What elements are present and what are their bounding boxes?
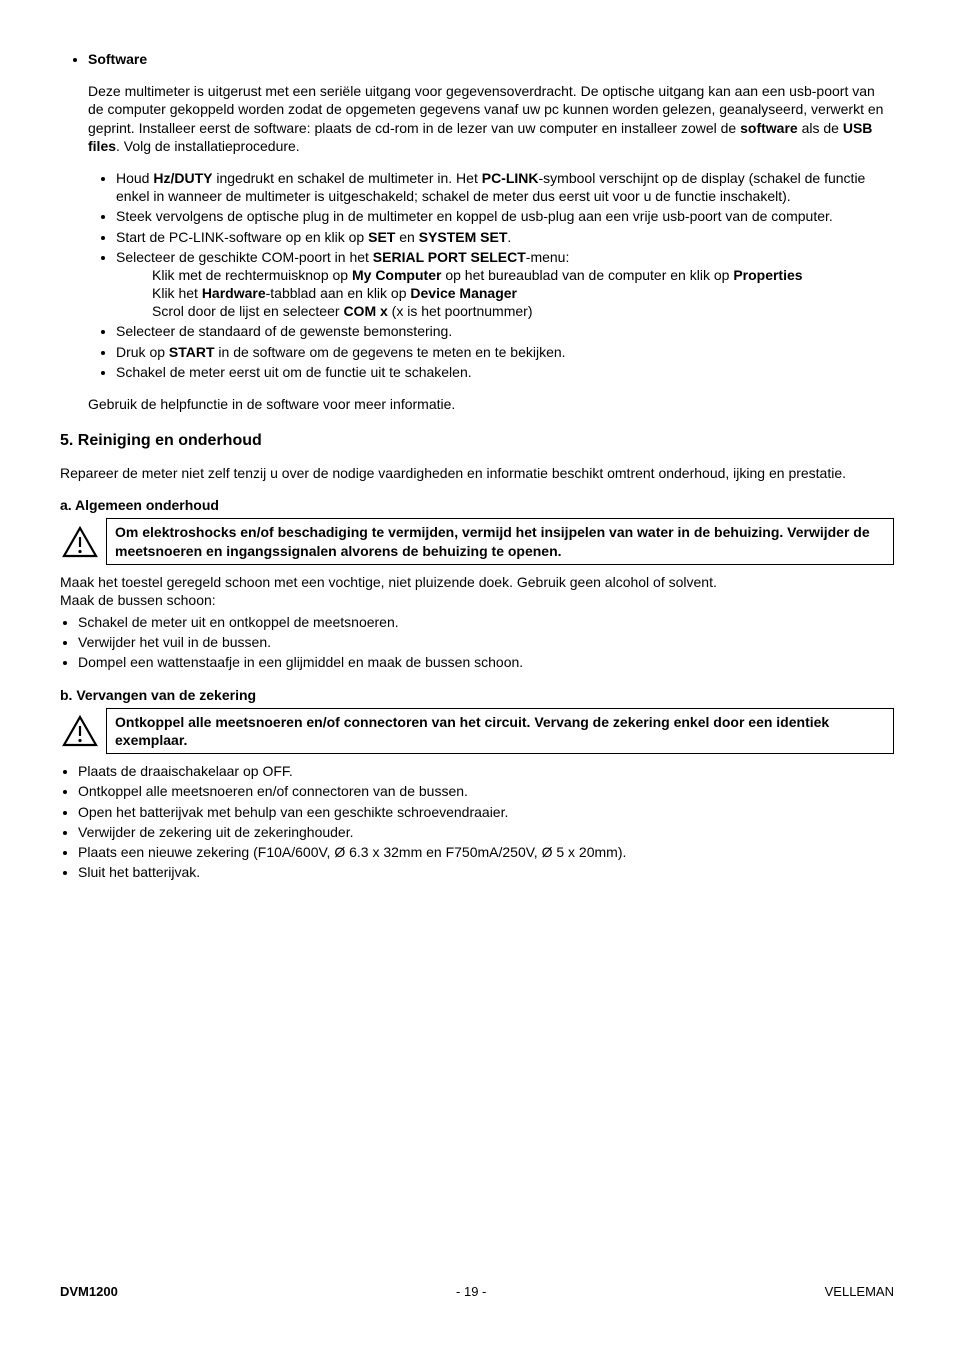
sub-a-list: Schakel de meter uit en ontkoppel de mee… — [60, 613, 894, 672]
step1-c: ingedrukt en schakel de multimeter in. H… — [212, 170, 481, 186]
step-sampling: Selecteer de standaard of de gewenste be… — [116, 322, 894, 340]
step-set: Start de PC-LINK-software op en klik op … — [116, 228, 894, 246]
s4s3b: COM x — [343, 303, 387, 319]
s4s1c: op het bureaublad van de computer en kli… — [441, 267, 733, 283]
step3-c: en — [395, 229, 418, 245]
sub-a-b1: Schakel de meter uit en ontkoppel de mee… — [78, 613, 894, 631]
step4-sub2: Klik het Hardware-tabblad aan en klik op… — [152, 284, 894, 302]
step6-c: in de software om de gegevens te meten e… — [215, 344, 566, 360]
software-intro-mid: als de — [798, 120, 843, 136]
s4s2c: -tabblad aan en klik op — [266, 285, 411, 301]
software-help: Gebruik de helpfunctie in de software vo… — [88, 395, 894, 413]
warning-a-row: Om elektroshocks en/of beschadiging te v… — [60, 518, 894, 564]
sub-a-heading: a. Algemeen onderhoud — [60, 496, 894, 514]
software-heading-list: Software — [60, 50, 894, 68]
step1-a: Houd — [116, 170, 153, 186]
s4s1b: My Computer — [352, 267, 441, 283]
software-steps-block: Houd Hz/DUTY ingedrukt en schakel de mul… — [88, 169, 894, 381]
warning-a-text: Om elektroshocks en/of beschadiging te v… — [106, 518, 894, 564]
footer-page: - 19 - — [456, 1284, 486, 1301]
step1-b: Hz/DUTY — [153, 170, 212, 186]
step-start: Druk op START in de software om de gegev… — [116, 343, 894, 361]
s4s3a: Scrol door de lijst en selecteer — [152, 303, 343, 319]
software-intro-end: . Volg de installatieprocedure. — [116, 138, 300, 154]
s4s3c: (x is het poortnummer) — [388, 303, 533, 319]
s4s2d: Device Manager — [410, 285, 517, 301]
s4s1d: Properties — [733, 267, 802, 283]
software-heading: Software — [88, 51, 147, 67]
footer-model: DVM1200 — [60, 1284, 118, 1301]
step-hz-duty: Houd Hz/DUTY ingedrukt en schakel de mul… — [116, 169, 894, 205]
software-steps-list: Houd Hz/DUTY ingedrukt en schakel de mul… — [88, 169, 894, 381]
sub-b-b5: Plaats een nieuwe zekering (F10A/600V, Ø… — [78, 843, 894, 861]
s4s1a: Klik met de rechtermuisknop op — [152, 267, 352, 283]
page-footer: DVM1200 - 19 - VELLEMAN — [60, 1284, 894, 1301]
step3-a: Start de PC-LINK-software op en klik op — [116, 229, 368, 245]
step4-sub1: Klik met de rechtermuisknop op My Comput… — [152, 266, 894, 284]
section5-intro: Repareer de meter niet zelf tenzij u ove… — [60, 464, 894, 482]
sub-a-b2: Verwijder het vuil in de bussen. — [78, 633, 894, 651]
step3-b: SET — [368, 229, 395, 245]
footer-brand: VELLEMAN — [825, 1284, 894, 1301]
step4-sub3: Scrol door de lijst en selecteer COM x (… — [152, 302, 894, 320]
sub-b-list: Plaats de draaischakelaar op OFF. Ontkop… — [60, 762, 894, 881]
step6-b: START — [169, 344, 215, 360]
step4-a: Selecteer de geschikte COM-poort in het — [116, 249, 373, 265]
step3-e: . — [507, 229, 511, 245]
software-intro-bold1: software — [740, 120, 798, 136]
sub-a-p2: Maak de bussen schoon: — [60, 591, 894, 609]
software-intro-block: Deze multimeter is uitgerust met een ser… — [88, 82, 894, 155]
warning-triangle-icon — [60, 518, 106, 564]
step4-b: SERIAL PORT SELECT — [373, 249, 526, 265]
step3-d: SYSTEM SET — [419, 229, 508, 245]
step4-c: -menu: — [526, 249, 570, 265]
warning-b-row: Ontkoppel alle meetsnoeren en/of connect… — [60, 708, 894, 754]
step1-d: PC-LINK — [482, 170, 539, 186]
step-off: Schakel de meter eerst uit om de functie… — [116, 363, 894, 381]
sub-a-b3: Dompel een wattenstaafje in een glijmidd… — [78, 653, 894, 671]
sub-b-b1: Plaats de draaischakelaar op OFF. — [78, 762, 894, 780]
warning-b-text: Ontkoppel alle meetsnoeren en/of connect… — [106, 708, 894, 754]
step6-a: Druk op — [116, 344, 169, 360]
s4s2a: Klik het — [152, 285, 202, 301]
step-plug: Steek vervolgens de optische plug in de … — [116, 207, 894, 225]
s4s2b: Hardware — [202, 285, 266, 301]
software-heading-item: Software — [88, 50, 894, 68]
sub-b-b6: Sluit het batterijvak. — [78, 863, 894, 881]
sub-a-p1: Maak het toestel geregeld schoon met een… — [60, 573, 894, 591]
sub-b-b3: Open het batterijvak met behulp van een … — [78, 803, 894, 821]
section5-heading: 5. Reiniging en onderhoud — [60, 431, 894, 452]
sub-b-heading: b. Vervangen van de zekering — [60, 686, 894, 704]
step-com-port: Selecteer de geschikte COM-poort in het … — [116, 248, 894, 321]
sub-b-b4: Verwijder de zekering uit de zekeringhou… — [78, 823, 894, 841]
sub-b-b2: Ontkoppel alle meetsnoeren en/of connect… — [78, 782, 894, 800]
warning-triangle-icon — [60, 708, 106, 754]
